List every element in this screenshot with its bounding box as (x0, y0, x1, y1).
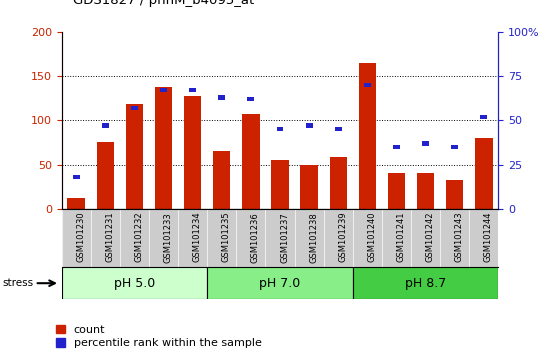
Bar (329, 156, 347, 209)
Text: GDS1827 / phnM_b4095_at: GDS1827 / phnM_b4095_at (73, 0, 254, 7)
Bar (388, 173, 405, 209)
Text: GSM101232: GSM101232 (134, 212, 143, 262)
Bar (155, 87, 172, 209)
Bar (271, 160, 289, 209)
Bar (125, 104, 143, 209)
Bar (184, 96, 202, 209)
Bar (213, 152, 231, 209)
Text: GSM101244: GSM101244 (484, 212, 493, 262)
Text: GSM101235: GSM101235 (222, 212, 231, 262)
Text: GSM101243: GSM101243 (455, 212, 464, 262)
Bar (218, 95, 225, 99)
Bar (207, 267, 353, 299)
Bar (131, 106, 138, 110)
Text: stress: stress (3, 278, 34, 288)
Bar (417, 173, 435, 209)
Bar (364, 83, 371, 87)
Text: GSM101236: GSM101236 (251, 212, 260, 263)
Bar (335, 127, 342, 131)
Bar (73, 175, 80, 179)
Bar (67, 198, 85, 209)
Bar (451, 145, 458, 149)
Bar (475, 138, 493, 209)
Text: GSM101241: GSM101241 (396, 212, 405, 262)
Text: GSM101239: GSM101239 (338, 212, 347, 262)
Bar (358, 63, 376, 209)
Bar (422, 141, 429, 145)
Bar (102, 124, 109, 128)
Bar (480, 115, 487, 119)
Text: pH 7.0: pH 7.0 (259, 277, 301, 290)
Bar (306, 124, 312, 128)
Bar (62, 267, 207, 299)
Text: GSM101242: GSM101242 (426, 212, 435, 262)
Text: pH 5.0: pH 5.0 (114, 277, 155, 290)
Text: GSM101233: GSM101233 (164, 212, 172, 263)
Text: GSM101234: GSM101234 (193, 212, 202, 262)
Text: GSM101237: GSM101237 (280, 212, 289, 263)
Text: GSM101230: GSM101230 (76, 212, 85, 262)
Text: GSM101231: GSM101231 (105, 212, 114, 262)
Text: GSM101240: GSM101240 (367, 212, 376, 262)
Bar (300, 165, 318, 209)
Bar (160, 88, 167, 92)
Bar (353, 267, 498, 299)
Text: GSM101238: GSM101238 (309, 212, 318, 263)
Bar (248, 97, 254, 101)
Bar (189, 88, 196, 92)
Bar (277, 127, 283, 131)
Text: pH 8.7: pH 8.7 (405, 277, 446, 290)
Bar (96, 143, 114, 209)
Legend: count, percentile rank within the sample: count, percentile rank within the sample (56, 325, 262, 348)
Bar (393, 145, 400, 149)
Bar (242, 114, 260, 209)
Bar (446, 180, 464, 209)
